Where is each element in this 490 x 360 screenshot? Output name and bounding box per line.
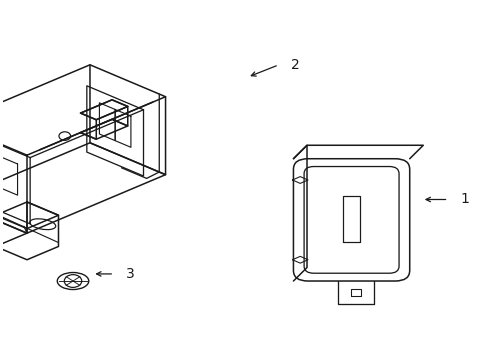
Text: 2: 2: [291, 58, 300, 72]
Text: 1: 1: [461, 193, 469, 207]
Text: 3: 3: [126, 267, 135, 281]
